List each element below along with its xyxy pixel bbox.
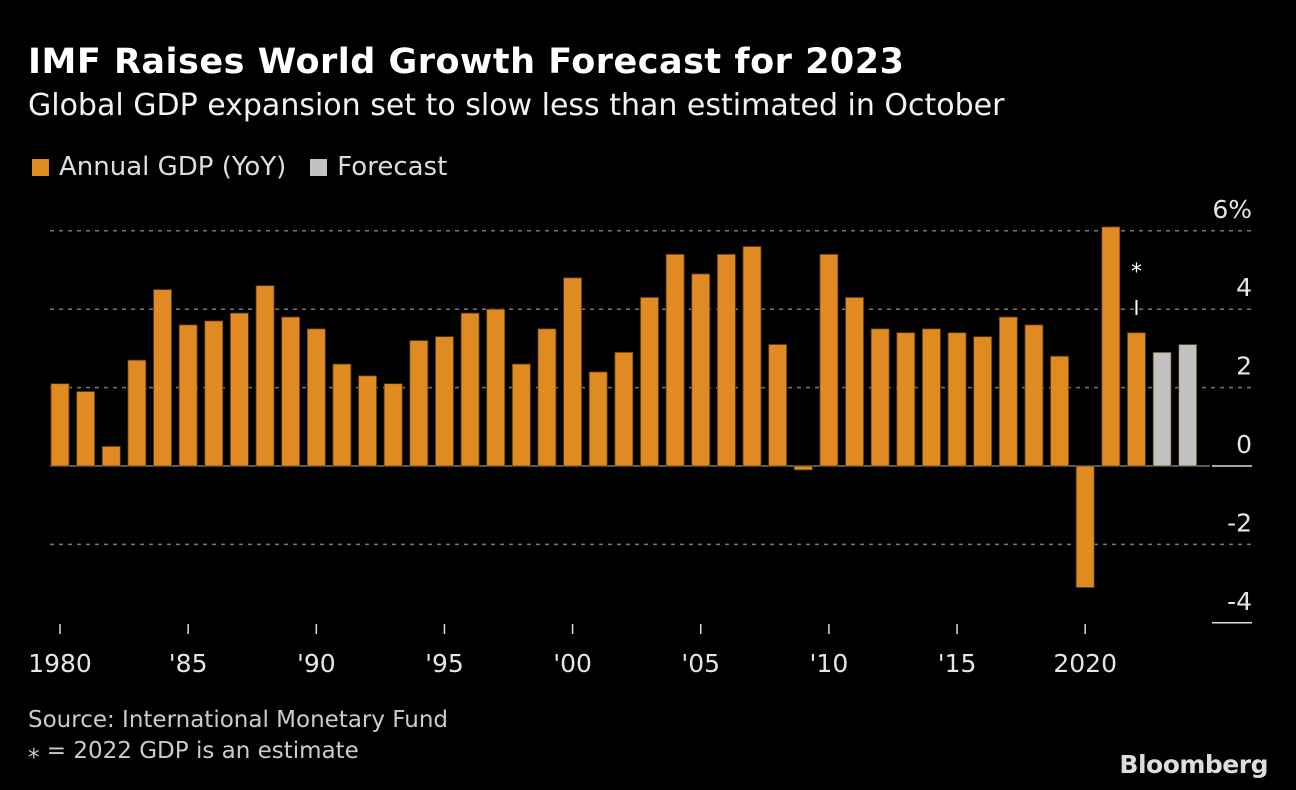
bar-gdp — [306, 328, 326, 467]
x-tick-label: '90 — [297, 649, 336, 678]
bar-gdp — [1050, 355, 1069, 467]
bar-gdp — [178, 324, 198, 467]
bar-gdp — [640, 297, 659, 467]
source-note: Source: International Monetary Fund — [28, 707, 449, 733]
x-tick-label: '05 — [681, 649, 720, 678]
bar-gdp — [588, 371, 608, 467]
bar-gdp — [76, 391, 96, 467]
bar-gdp — [127, 359, 147, 467]
bar-gdp — [460, 312, 480, 467]
bloomberg-logo: Bloomberg — [1119, 750, 1268, 779]
bar-gdp — [563, 277, 582, 467]
bar-forecast — [1178, 344, 1198, 467]
bar-gdp — [537, 328, 557, 467]
bar-gdp — [50, 383, 70, 467]
bar-gdp — [230, 312, 249, 467]
x-tick-label: '15 — [938, 649, 977, 678]
bar-gdp — [204, 320, 224, 467]
bar-gdp — [435, 336, 454, 467]
bar-gdp — [358, 375, 377, 467]
bar-gdp — [511, 363, 531, 467]
legend-label-gdp: Annual GDP (YoY) — [59, 152, 287, 182]
bar-gdp — [153, 289, 172, 467]
legend: Annual GDP (YoY) Forecast — [32, 152, 447, 182]
bar-gdp — [947, 332, 967, 467]
bar-gdp — [793, 465, 813, 471]
bar-gdp — [896, 332, 916, 467]
x-tick-label: 2020 — [1053, 649, 1117, 678]
bar-gdp — [870, 328, 890, 467]
bar-gdp — [973, 336, 993, 467]
y-tick-label: -4 — [1227, 587, 1252, 616]
x-tick-label: '00 — [553, 649, 592, 678]
bar-gdp — [255, 285, 275, 467]
bar-gdp — [998, 316, 1018, 467]
bar-gdp — [1101, 226, 1121, 467]
bar-gdp — [768, 344, 788, 467]
y-tick-label: -2 — [1227, 508, 1252, 537]
bar-gdp — [409, 340, 429, 467]
bar-forecast — [1152, 351, 1172, 467]
x-tick-label: '95 — [425, 649, 464, 678]
bar-gdp — [665, 253, 685, 467]
bar-gdp — [1024, 324, 1044, 467]
bar-gdp — [101, 445, 121, 467]
bar-gdp — [614, 351, 634, 467]
x-tick-label: '10 — [810, 649, 849, 678]
y-tick-label: 2 — [1236, 352, 1252, 381]
chart-subtitle: Global GDP expansion set to slow less th… — [28, 88, 1005, 123]
estimate-asterisk: ⁎ — [1131, 253, 1142, 278]
bar-gdp — [922, 328, 941, 467]
legend-label-forecast: Forecast — [337, 152, 448, 182]
y-tick-label: 4 — [1236, 273, 1252, 302]
y-tick-label: 0 — [1236, 430, 1252, 459]
chart-title: IMF Raises World Growth Forecast for 202… — [28, 42, 905, 82]
bar-gdp — [845, 297, 864, 467]
bar-gdp — [1075, 465, 1095, 588]
bar-gdp — [281, 316, 301, 467]
bar-gdp — [742, 246, 762, 467]
bar-gdp — [691, 273, 711, 467]
y-tick-label: 6% — [1212, 195, 1252, 224]
legend-swatch-forecast — [310, 158, 328, 176]
x-tick-label: '85 — [169, 649, 208, 678]
bar-gdp — [716, 253, 736, 467]
bar-gdp — [332, 363, 352, 467]
x-tick-label: 1980 — [28, 649, 92, 678]
bar-gdp — [819, 253, 839, 467]
bar-gdp — [486, 308, 506, 467]
legend-swatch-gdp — [32, 158, 49, 176]
bar-gdp — [1127, 332, 1146, 467]
bar-gdp — [383, 383, 403, 467]
estimate-note: ⁎ = 2022 GDP is an estimate — [28, 738, 359, 764]
